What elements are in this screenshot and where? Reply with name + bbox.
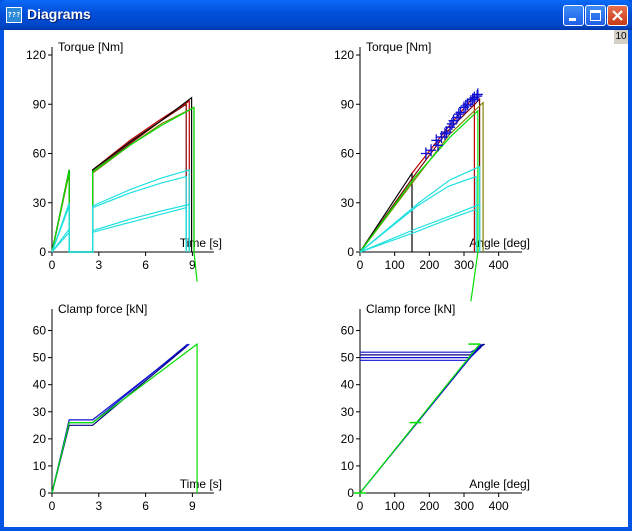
x-tick-label: 100 [385,499,405,513]
series-line [360,343,484,359]
torque-angle-chart: 0 30 60 90 120 0 100 200 300 400 Torque [Nm] Angle … [334,40,530,302]
y-tick-label: 20 [341,432,355,446]
y-axis-label: Torque [Nm] [366,40,431,54]
plus-marker [460,99,471,112]
app-icon[interactable]: ??? [6,7,22,23]
y-tick-label: 30 [33,405,47,419]
plus-marker [472,88,483,101]
series-line [51,175,187,253]
x-axis-label: Time [s] [180,236,222,250]
y-tick-label: 120 [334,48,354,62]
plus-marker [446,117,457,130]
x-tick-label: 300 [454,499,474,513]
window-title: Diagrams [27,6,91,22]
plus-marker [426,144,437,157]
series-line [51,203,190,253]
torque-time-chart: 0 30 60 90 120 0 3 6 9 Torque [Nm] Time [s] [26,40,222,282]
series-line [359,208,477,253]
series-line [359,203,481,253]
series-line [51,343,190,494]
y-tick-label: 60 [341,147,355,161]
x-tick-label: 6 [142,499,149,513]
x-tick-label: 300 [454,258,474,272]
y-axis-label: Clamp force [kN] [58,302,147,316]
x-tick-label: 9 [189,499,196,513]
maximize-button[interactable] [585,5,606,26]
x-tick-label: 200 [419,499,439,513]
y-axis-label: Clamp force [kN] [366,302,455,316]
close-icon [612,10,623,21]
x-tick-label: 3 [95,499,102,513]
y-tick-label: 30 [33,196,47,210]
series-line [359,165,481,253]
series-line [359,109,479,302]
y-tick-label: 90 [341,97,355,111]
y-tick-label: 10 [341,459,355,473]
y-tick-label: 0 [347,245,354,259]
x-axis-label: Time [s] [180,477,222,491]
y-tick-label: 0 [39,245,46,259]
y-tick-label: 30 [341,196,355,210]
x-tick-label: 400 [489,258,509,272]
y-tick-label: 60 [33,147,47,161]
plus-marker [439,127,450,140]
x-axis-label: Angle [deg] [469,477,530,491]
x-tick-label: 9 [189,258,196,272]
y-tick-label: 40 [33,378,47,392]
maximize-icon [590,10,601,21]
y-tick-label: 50 [341,351,355,365]
y-tick-label: 60 [33,324,47,338]
plus-marker [445,121,456,134]
y-tick-label: 0 [347,486,354,500]
y-tick-label: 0 [39,486,46,500]
x-tick-label: 0 [357,258,364,272]
y-tick-label: 120 [26,48,46,62]
plus-marker [420,147,431,160]
y-tick-label: 30 [341,405,355,419]
minimize-icon [569,18,576,21]
series-line [360,343,485,356]
y-tick-label: 10 [33,459,47,473]
series-line [359,101,484,253]
close-button[interactable] [607,5,628,26]
series-line [51,342,198,494]
x-tick-label: 3 [95,258,102,272]
y-tick-label: 50 [33,351,47,365]
series-line [359,343,481,494]
clamp-force-time-chart: 0 10 20 30 40 50 60 0 3 6 9 Clamp force [kN] Time [s… [33,302,222,513]
y-axis-label: Torque [Nm] [58,40,123,54]
series-line [51,206,187,253]
title-bar[interactable]: ??? Diagrams [0,0,632,30]
x-tick-label: 0 [49,258,56,272]
x-tick-label: 100 [385,258,405,272]
diagram-area: 10 0 30 60 90 120 0 3 6 9 Torque [Nm] Time [s] 0 30… [4,30,628,527]
x-tick-label: 6 [142,258,149,272]
series-line [51,169,190,253]
y-tick-label: 60 [341,324,355,338]
y-tick-label: 40 [341,378,355,392]
series-line [359,175,477,253]
plus-marker [453,108,464,121]
x-tick-label: 0 [357,499,364,513]
series-line [360,346,482,361]
x-tick-label: 400 [489,499,509,513]
x-tick-label: 200 [419,258,439,272]
plus-marker [467,93,478,106]
clamp-force-angle-chart: 0 10 20 30 40 50 60 0 100 200 300 400 Clamp force [k… [341,302,530,513]
x-axis-label: Angle [deg] [469,236,530,250]
diagram-count-badge: 10 [614,30,628,44]
minimize-button[interactable] [563,5,584,26]
x-tick-label: 0 [49,499,56,513]
y-tick-label: 90 [33,97,47,111]
plus-marker [472,90,483,103]
series-line [51,103,187,253]
plus-marker [431,134,442,147]
plus-marker [433,139,443,152]
y-tick-label: 20 [33,432,47,446]
series-line [360,343,486,353]
